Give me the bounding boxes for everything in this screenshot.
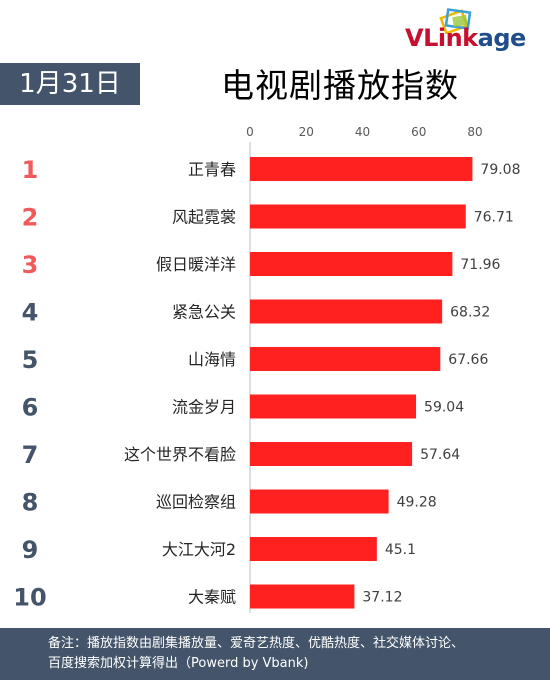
bar xyxy=(250,394,417,419)
data-label: 45.1 xyxy=(385,542,416,558)
bar xyxy=(250,442,413,466)
category-label: 紧急公关 xyxy=(172,303,236,322)
bar xyxy=(250,584,355,609)
category-label: 山海情 xyxy=(188,350,236,369)
bar xyxy=(250,489,389,514)
rank-number: 8 xyxy=(22,489,39,517)
footer-line-1: 备注：播放指数由剧集播放量、爱奇艺热度、优酷热度、社交媒体讨论、 xyxy=(48,636,465,651)
category-label: 大秦赋 xyxy=(188,588,236,607)
bar xyxy=(250,252,453,276)
category-label: 流金岁月 xyxy=(172,398,236,417)
data-label: 49.28 xyxy=(397,495,437,511)
data-label: 59.04 xyxy=(424,400,464,416)
data-label: 71.96 xyxy=(460,257,500,273)
date-badge: 1月31日 xyxy=(0,63,140,105)
page-title: 电视剧播放指数 xyxy=(221,66,459,105)
rank-number: 10 xyxy=(13,584,46,612)
x-tick-label: 40 xyxy=(355,125,370,139)
category-label: 正青春 xyxy=(188,160,236,179)
category-label: 巡回检察组 xyxy=(156,493,236,512)
category-label: 大江大河2 xyxy=(162,540,236,559)
rank-number: 3 xyxy=(22,251,39,279)
footer-line-2: 百度搜索加权计算得出（Powerd by Vbank) xyxy=(48,656,309,671)
rank-number: 6 xyxy=(22,394,39,422)
rank-number: 1 xyxy=(22,156,39,184)
bar xyxy=(250,157,473,181)
category-label: 风起霓裳 xyxy=(172,208,236,227)
bar-chart: 0 20 40 60 80 79.08 正青春 1 76.71 风起霓裳 2 71.96 假日暖洋洋 3 6… xyxy=(13,125,521,613)
bar xyxy=(250,204,466,229)
data-label: 79.08 xyxy=(480,162,520,178)
x-tick-label: 0 xyxy=(246,125,254,139)
category-label: 假日暖洋洋 xyxy=(156,255,236,274)
x-tick-label: 80 xyxy=(467,125,482,139)
bar xyxy=(250,537,377,561)
x-tick-label: 20 xyxy=(299,125,314,139)
logo-cards-icon xyxy=(439,8,472,34)
bar xyxy=(250,299,443,324)
rank-number: 7 xyxy=(22,441,39,469)
rank-number: 2 xyxy=(22,204,39,232)
logo-text-vlink: VLink xyxy=(405,24,478,52)
logo-text: VLinkage xyxy=(405,26,526,50)
x-tick-label: 60 xyxy=(411,125,426,139)
data-label: 57.64 xyxy=(420,447,460,463)
logo-text-age: age xyxy=(477,24,527,52)
bar xyxy=(250,347,441,371)
data-label: 68.32 xyxy=(450,305,490,321)
data-label: 67.66 xyxy=(448,352,488,368)
rank-number: 4 xyxy=(22,299,39,327)
footer-note: 备注：播放指数由剧集播放量、爱奇艺热度、优酷热度、社交媒体讨论、 百度搜索加权计… xyxy=(0,628,550,680)
rank-number: 5 xyxy=(22,346,39,374)
data-label: 37.12 xyxy=(362,590,402,606)
category-label: 这个世界不看脸 xyxy=(124,445,236,464)
rank-number: 9 xyxy=(22,536,39,564)
vlinkage-logo: VLinkage xyxy=(405,8,535,50)
data-label: 76.71 xyxy=(474,210,514,226)
